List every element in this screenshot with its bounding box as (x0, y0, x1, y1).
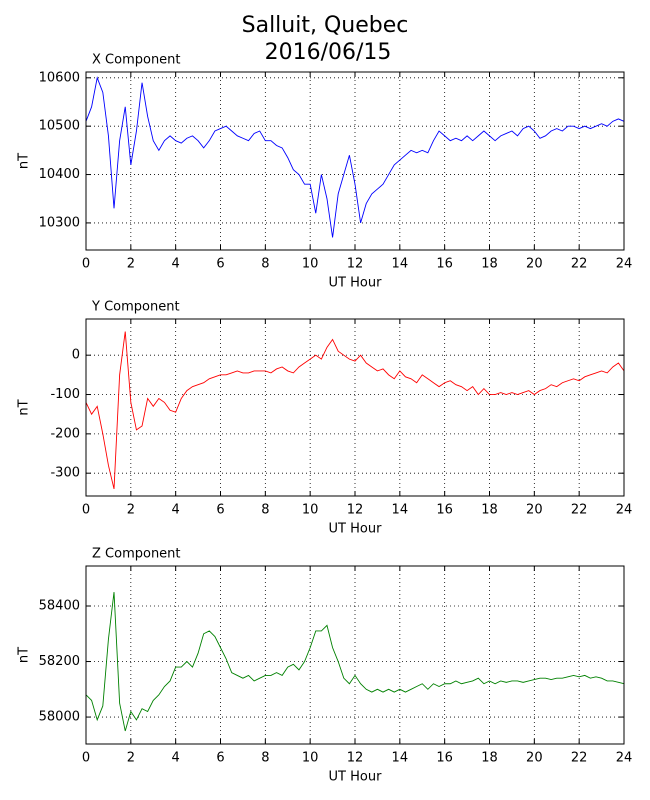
x-tick-label: 10 (302, 503, 319, 518)
y-tick-label: 0 (72, 348, 80, 363)
x-tick-label: 16 (436, 751, 453, 766)
y-tick-label: -100 (50, 387, 80, 402)
panel-title: Z Component (92, 547, 181, 562)
figure-title: Salluit, Quebec (242, 13, 409, 38)
x-tick-label: 18 (481, 751, 498, 766)
x-tick-label: 24 (616, 751, 633, 766)
x-tick-label: 20 (526, 503, 543, 518)
x-tick-label: 0 (82, 257, 90, 272)
data-line (85, 331, 625, 490)
y-tick-label: 10400 (39, 167, 80, 182)
x-tick-label: 18 (481, 257, 498, 272)
x-axis-label: UT Hour (329, 276, 383, 291)
x-tick-label: 2 (127, 503, 135, 518)
x-axis-label: UT Hour (329, 522, 383, 537)
x-tick-label: 6 (216, 503, 224, 518)
x-tick-label: 22 (571, 503, 588, 518)
y-tick-label: 10500 (39, 119, 80, 134)
x-tick-label: 24 (616, 257, 633, 272)
x-tick-label: 10 (302, 257, 319, 272)
x-tick-label: 18 (481, 503, 498, 518)
x-tick-label: 4 (172, 503, 180, 518)
y-axis-label: nT (17, 153, 32, 169)
x-tick-label: 22 (571, 751, 588, 766)
plot-frame (85, 71, 625, 251)
x-tick-label: 2 (127, 257, 135, 272)
x-tick-label: 12 (347, 503, 364, 518)
data-line (85, 76, 625, 238)
x-tick-label: 14 (392, 751, 409, 766)
y-tick-label: 58400 (39, 598, 80, 613)
x-tick-label: 8 (261, 257, 269, 272)
x-tick-label: 6 (216, 751, 224, 766)
x-tick-label: 24 (616, 503, 633, 518)
x-tick-label: 12 (347, 751, 364, 766)
panel-title: X Component (92, 53, 181, 68)
plot-frame (85, 318, 625, 497)
x-tick-label: 22 (571, 257, 588, 272)
x-tick-label: 0 (82, 503, 90, 518)
y-tick-label: 58000 (39, 710, 80, 725)
x-tick-label: 12 (347, 257, 364, 272)
x-tick-label: 2 (127, 751, 135, 766)
y-tick-label: 10300 (39, 215, 80, 230)
y-axis-label: nT (17, 399, 32, 415)
figure-subtitle: 2016/06/15 (265, 40, 392, 65)
y-tick-label: -300 (50, 466, 80, 481)
panel-title: Y Component (91, 300, 180, 315)
x-tick-label: 4 (172, 257, 180, 272)
y-tick-label: -200 (50, 426, 80, 441)
x-tick-label: 0 (82, 751, 90, 766)
y-axis-label: nT (17, 647, 32, 663)
x-axis-label: UT Hour (329, 770, 383, 785)
x-tick-label: 8 (261, 503, 269, 518)
x-tick-label: 4 (172, 751, 180, 766)
x-tick-label: 16 (436, 503, 453, 518)
x-tick-label: 20 (526, 751, 543, 766)
x-tick-label: 20 (526, 257, 543, 272)
data-line (85, 592, 625, 732)
x-tick-label: 8 (261, 751, 269, 766)
x-tick-label: 14 (392, 257, 409, 272)
y-tick-label: 10600 (39, 70, 80, 85)
plot-frame (85, 565, 625, 745)
x-tick-label: 10 (302, 751, 319, 766)
x-tick-label: 16 (436, 257, 453, 272)
y-tick-label: 58200 (39, 654, 80, 669)
x-tick-label: 6 (216, 257, 224, 272)
x-tick-label: 14 (392, 503, 409, 518)
